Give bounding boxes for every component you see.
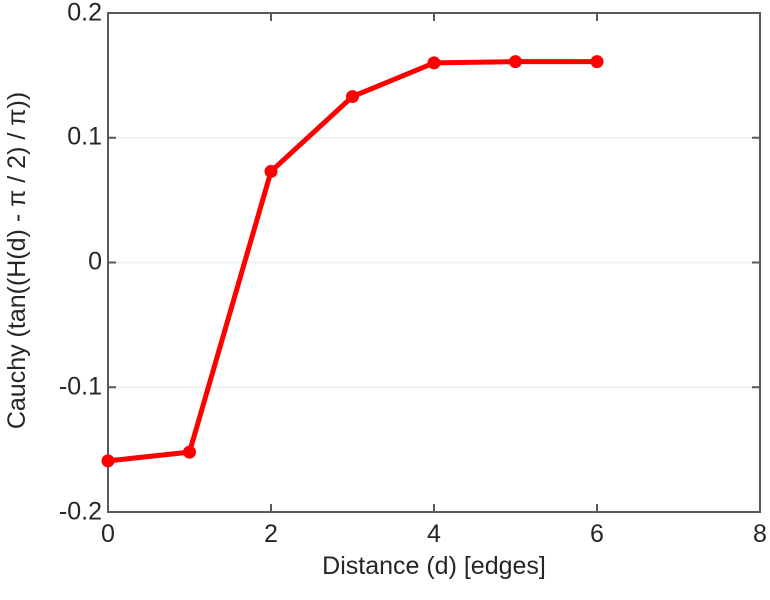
y-tick-label-4: -0.2	[58, 497, 102, 526]
x-tick-label-0: 0	[101, 520, 115, 548]
x-tick-label-4: 8	[753, 520, 767, 548]
plot-frame	[107, 12, 761, 513]
x-tick-label-1: 2	[264, 520, 278, 548]
data-point-0	[101, 454, 115, 468]
y-tick-label-2: 0	[88, 247, 102, 276]
gridlines	[108, 136, 760, 389]
y-tick-label-0: 0.2	[67, 0, 102, 27]
data-point-6	[590, 55, 604, 69]
y-axis-tick-labels: 0.2 0.1 0 -0.1 -0.2	[0, 0, 102, 600]
data-line-cauchy	[105, 59, 600, 464]
data-point-3	[346, 90, 359, 104]
data-markers	[101, 55, 604, 468]
data-point-4	[427, 56, 441, 70]
y-tick-label-1: 0.1	[67, 122, 102, 151]
y-tick-label-3: -0.1	[58, 372, 102, 401]
x-axis-label: Distance (d) [edges]	[322, 552, 546, 580]
x-tick-label-2: 4	[427, 520, 441, 548]
data-point-2	[264, 164, 278, 178]
x-tick-label-3: 6	[590, 520, 604, 548]
data-point-1	[183, 445, 196, 459]
data-point-5	[509, 55, 522, 69]
